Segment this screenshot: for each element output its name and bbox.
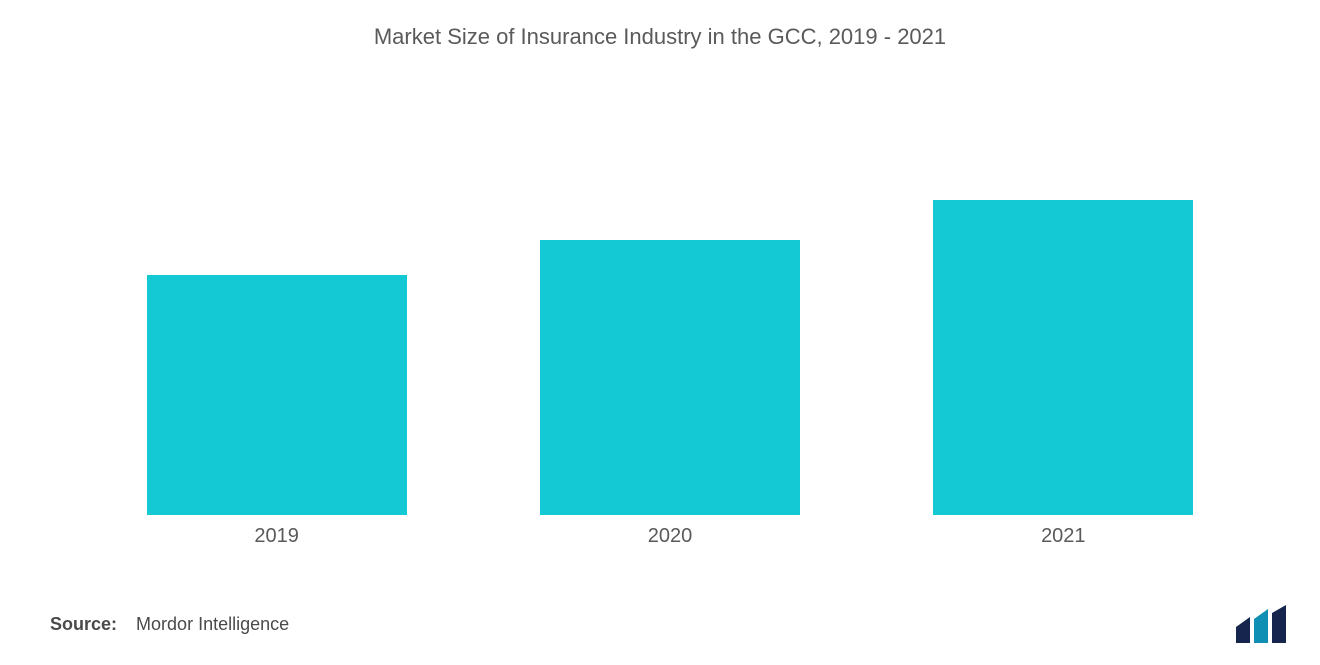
bar-2020 [540,240,800,515]
source-attribution: Source: Mordor Intelligence [50,614,289,635]
source-label: Source: [50,614,117,634]
brand-logo-icon [1236,605,1290,643]
logo-bar-3 [1272,605,1286,643]
bar-slot [473,240,866,515]
bar-2019 [147,275,407,515]
bar-slot [80,275,473,515]
bar-2021 [933,200,1193,515]
logo-bar-1 [1236,617,1250,643]
x-label: 2020 [473,525,866,548]
logo-bars [1236,605,1286,643]
bar-slot [867,200,1260,515]
chart-plot-area [80,90,1260,515]
x-axis-labels: 2019 2020 2021 [80,525,1260,548]
source-value: Mordor Intelligence [136,614,289,634]
x-label: 2019 [80,525,473,548]
chart-title: Market Size of Insurance Industry in the… [0,24,1320,50]
logo-bar-2 [1254,609,1268,643]
x-label: 2021 [867,525,1260,548]
